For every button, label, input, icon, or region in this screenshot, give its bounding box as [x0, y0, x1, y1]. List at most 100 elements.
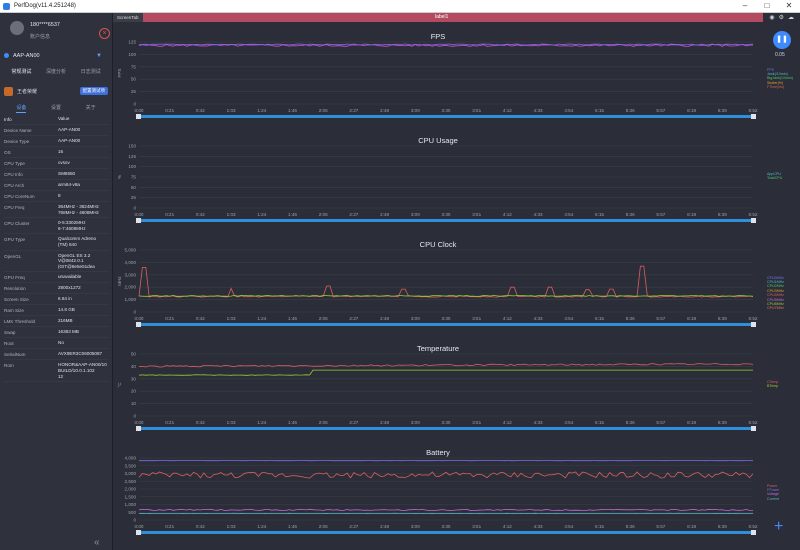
legend-item[interactable]: CPU3MHz	[767, 288, 784, 293]
scroll-handle-right[interactable]	[751, 426, 756, 431]
legend-item[interactable]: TotalCPU	[767, 176, 783, 180]
legend-item[interactable]: CPU0MHz	[767, 275, 784, 280]
logout-icon[interactable]: ×	[99, 28, 110, 39]
scroll-handle-left[interactable]	[136, 114, 141, 119]
y-tick-label: 4,000	[125, 456, 137, 461]
info-value: 14.8 GB	[58, 307, 75, 313]
legend-item[interactable]: Voltage	[767, 492, 779, 497]
top-strip: ScreenTab label1	[113, 13, 763, 22]
x-tick-label: 4:33	[534, 212, 543, 217]
legend-item[interactable]: CPU7MHz	[767, 306, 784, 311]
legend-item[interactable]: Stutter(%)	[767, 80, 784, 85]
tab-normal-test[interactable]: 常规测试	[11, 69, 32, 75]
close-window-button[interactable]: ✕	[785, 1, 793, 10]
x-tick-label: 2:48	[380, 212, 389, 217]
legend-item[interactable]: Jank(/10min)	[767, 72, 788, 76]
timeline-scrollbar[interactable]	[139, 115, 753, 118]
info-key: CPU Info	[4, 172, 23, 177]
tab-deep-analysis[interactable]: 深度分析	[46, 69, 67, 75]
maximize-button[interactable]: □	[764, 1, 770, 10]
x-tick-label: 6:52	[749, 420, 758, 425]
timeline-scrollbar[interactable]	[139, 531, 753, 534]
device-name: AAP-AN00	[13, 52, 40, 59]
settings-icon[interactable]: ⚙	[778, 15, 784, 21]
timeline-scrollbar[interactable]	[139, 219, 753, 222]
legend-item[interactable]: BTemp	[767, 384, 779, 388]
legend-item[interactable]: CPU2MHz	[767, 284, 784, 289]
x-tick-label: 1:45	[288, 108, 297, 113]
add-marker-button[interactable]: +	[774, 518, 784, 535]
x-tick-label: 3:51	[472, 212, 481, 217]
legend-item[interactable]: FPS	[767, 67, 774, 72]
cloud-icon[interactable]: ☁	[788, 15, 794, 21]
x-tick-label: 1:03	[227, 212, 236, 217]
chart-legend: CTemp BTemp	[767, 380, 778, 389]
scroll-handle-right[interactable]	[751, 322, 756, 327]
app-selector[interactable]: 王者荣耀 配置测试项	[4, 84, 108, 98]
legend-item[interactable]: CPU6MHz	[767, 302, 784, 307]
x-tick-label: 1:45	[288, 524, 297, 529]
avatar[interactable]	[10, 21, 24, 35]
series-line	[138, 362, 754, 368]
x-tick-label: 3:30	[442, 108, 451, 113]
x-tick-label: 0:21	[165, 316, 174, 321]
account-info-link[interactable]: 账户信息	[30, 34, 51, 40]
chart-legend: FPS Jank(/10min) BigJank(/10min) Stutter(%)…	[767, 68, 793, 90]
column-header-info: Info	[4, 117, 12, 122]
timeline-scrollbar[interactable]	[139, 323, 753, 326]
chart-plot: 5,000 4,000 3,000 2,000 1,000 0 MHz 0:00 0:21 0:4…	[117, 248, 758, 327]
x-tick-label: 6:52	[749, 212, 758, 217]
legend-item[interactable]: Power	[767, 483, 778, 488]
y-tick-label: 25	[131, 195, 137, 200]
minimize-button[interactable]: –	[742, 1, 748, 10]
timeline-scrollbar[interactable]	[139, 427, 753, 430]
window-controls: – □ ✕	[734, 0, 800, 13]
device-info-table: Info Value Device Name AAP-AN00 Device Typ…	[4, 114, 110, 383]
info-value: 6.84 in	[58, 296, 72, 302]
tab-settings[interactable]: 设置	[50, 105, 61, 111]
legend-item[interactable]: FPower	[767, 488, 780, 492]
x-tick-label: 5:57	[656, 212, 665, 217]
legend-item[interactable]: CPU5MHz	[767, 297, 784, 302]
x-tick-label: 3:09	[411, 524, 420, 529]
series-line	[138, 369, 753, 376]
scroll-handle-right[interactable]	[751, 218, 756, 223]
legend-item[interactable]: CPU1MHz	[767, 280, 784, 284]
legend-item[interactable]: CPU4MHz	[767, 293, 784, 298]
pause-button[interactable]: ❚❚	[773, 31, 791, 49]
chart-title: CPU Usage	[418, 136, 458, 145]
x-tick-label: 4:12	[503, 420, 512, 425]
wifi-icon: ▼	[96, 52, 102, 59]
scroll-handle-right[interactable]	[751, 530, 756, 535]
scroll-handle-left[interactable]	[136, 322, 141, 327]
scroll-handle-left[interactable]	[136, 218, 141, 223]
info-key: GPU Type	[4, 237, 26, 243]
info-key: LMK Threshold	[4, 319, 36, 325]
info-key: SerialNum	[4, 352, 26, 358]
tab-about[interactable]: 关于	[85, 105, 96, 111]
x-tick-label: 3:30	[442, 316, 451, 321]
screen-tab[interactable]: ScreenTab	[113, 13, 143, 22]
scroll-handle-right[interactable]	[751, 114, 756, 119]
tab-device[interactable]: 设备	[16, 105, 27, 113]
info-key: GPU Freq	[4, 275, 25, 281]
legend-item[interactable]: CTemp	[767, 379, 779, 384]
collapse-sidebar-icon[interactable]: «	[94, 537, 100, 548]
app-icon	[4, 86, 13, 96]
legend-item[interactable]: Current	[767, 496, 779, 501]
scroll-handle-left[interactable]	[136, 426, 141, 431]
x-tick-label: 3:30	[442, 420, 451, 425]
legend-item[interactable]: BigJank(/10min)	[767, 76, 793, 81]
scroll-handle-left[interactable]	[136, 530, 141, 535]
config-button[interactable]: 配置测试项	[79, 87, 108, 95]
y-axis-label: MHz	[117, 276, 122, 286]
column-header-value: Value	[58, 116, 70, 121]
device-selector[interactable]: AAP-AN00 ▼	[4, 50, 108, 61]
legend-item[interactable]: AppCPU	[767, 171, 781, 176]
x-tick-label: 4:54	[564, 108, 573, 113]
legend-item[interactable]: FTime(ms)	[767, 85, 785, 90]
y-tick-label: 25	[131, 89, 137, 94]
location-icon[interactable]: ◉	[769, 15, 775, 21]
tab-log-test[interactable]: 日志测试	[80, 69, 101, 75]
series-line	[138, 508, 754, 511]
